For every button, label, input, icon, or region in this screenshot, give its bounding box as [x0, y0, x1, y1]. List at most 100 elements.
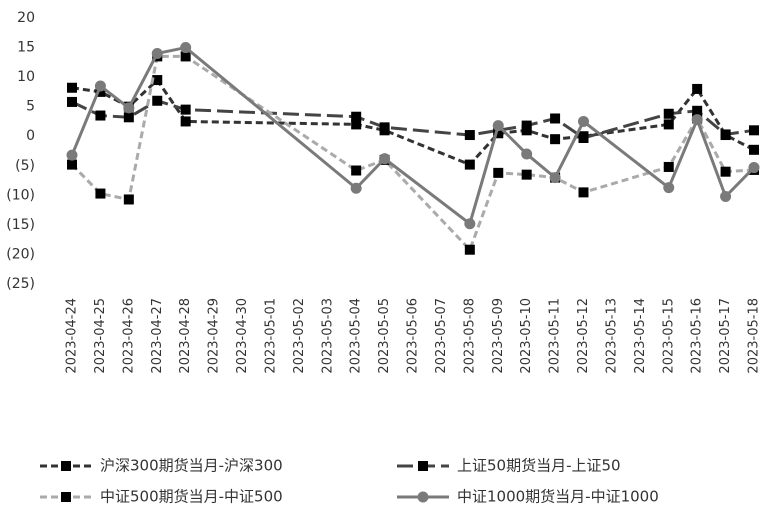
x-tick-label: 2023-04-30	[235, 298, 250, 374]
marker	[549, 172, 561, 184]
marker	[95, 86, 106, 97]
marker	[351, 165, 362, 176]
marker	[180, 116, 191, 127]
legend-marker	[61, 492, 71, 502]
marker	[663, 119, 674, 130]
y-tick-label: (10)	[6, 187, 35, 203]
x-tick-label: 2023-05-05	[377, 298, 392, 374]
legend-label: 沪深300期货当月-沪深300	[100, 457, 283, 475]
x-tick-label: 2023-05-02	[292, 298, 307, 374]
y-tick-label: 5	[26, 99, 35, 115]
marker	[550, 113, 561, 124]
x-tick-label: 2023-04-27	[150, 298, 165, 374]
marker	[67, 159, 77, 170]
marker	[67, 82, 77, 93]
marker	[749, 125, 759, 136]
line	[71, 99, 755, 140]
legend-marker	[418, 461, 428, 471]
marker	[180, 51, 191, 62]
x-tick-label: 2023-04-29	[207, 298, 222, 374]
marker	[521, 148, 533, 160]
line	[70, 45, 756, 227]
marker	[379, 122, 390, 133]
marker	[351, 119, 362, 130]
series	[67, 51, 759, 255]
marker	[692, 83, 703, 94]
marker	[350, 182, 362, 194]
legend-label: 中证500期货当月-中证500	[100, 488, 283, 506]
series	[66, 42, 760, 230]
y-tick-label: (20)	[6, 246, 35, 262]
marker	[492, 120, 504, 132]
series	[67, 95, 759, 143]
marker	[720, 129, 731, 140]
line	[70, 54, 755, 253]
marker	[663, 161, 674, 172]
marker	[578, 132, 589, 143]
x-tick-label: 2023-04-25	[93, 298, 108, 374]
marker	[94, 80, 106, 92]
marker	[663, 108, 674, 119]
x-tick-label: 2023-05-03	[320, 298, 335, 374]
marker	[493, 167, 504, 178]
x-tick-label: 2023-04-28	[178, 298, 193, 374]
y-tick-label: (25)	[6, 276, 35, 292]
marker	[95, 188, 106, 199]
marker	[749, 144, 759, 155]
marker	[692, 105, 703, 116]
y-tick-label: 20	[17, 10, 35, 26]
marker	[521, 169, 532, 180]
marker	[123, 194, 134, 205]
x-tick-label: 2023-05-10	[519, 298, 534, 374]
series	[67, 75, 759, 170]
marker	[152, 95, 163, 106]
x-tick-label: 2023-05-06	[406, 298, 421, 374]
legend-label: 中证1000期货当月-中证1000	[457, 488, 659, 506]
marker	[151, 47, 163, 59]
x-tick-label: 2023-04-24	[65, 298, 80, 374]
marker	[152, 75, 163, 86]
x-tick-label: 2023-05-14	[633, 298, 648, 374]
x-tick-label: 2023-05-15	[661, 298, 676, 374]
y-tick-label: (15)	[6, 217, 35, 233]
y-tick-label: (5)	[15, 158, 35, 174]
x-tick-label: 2023-05-18	[747, 298, 762, 374]
x-tick-label: 2023-05-07	[434, 298, 449, 374]
marker	[464, 218, 476, 230]
x-tick-label: 2023-05-16	[690, 298, 705, 374]
marker	[578, 115, 589, 127]
marker	[720, 191, 732, 203]
marker	[720, 166, 731, 177]
marker	[691, 114, 703, 126]
marker	[351, 111, 362, 122]
x-tick-label: 2023-05-04	[349, 298, 364, 374]
line	[71, 77, 755, 167]
marker	[180, 42, 192, 54]
x-tick-label: 2023-05-13	[604, 298, 619, 374]
marker	[464, 244, 475, 255]
x-tick-label: 2023-05-11	[548, 298, 563, 374]
y-tick-label: 15	[17, 40, 35, 56]
x-tick-label: 2023-05-09	[491, 298, 506, 374]
marker	[66, 149, 78, 161]
x-tick-label: 2023-05-17	[718, 298, 733, 374]
marker	[578, 187, 589, 198]
legend-marker	[61, 461, 71, 471]
legend-marker	[417, 491, 429, 503]
x-tick-label: 2023-05-12	[576, 298, 591, 374]
marker	[464, 159, 475, 170]
marker	[180, 104, 191, 115]
marker	[67, 96, 77, 107]
marker	[663, 182, 675, 194]
marker	[464, 130, 475, 141]
y-tick-label: 0	[26, 128, 35, 144]
y-tick-label: 10	[17, 69, 35, 85]
marker	[123, 102, 135, 114]
x-tick-label: 2023-05-01	[263, 298, 278, 374]
marker	[95, 110, 106, 121]
x-tick-label: 2023-04-26	[121, 298, 136, 374]
x-tick-label: 2023-05-08	[462, 298, 477, 374]
marker	[123, 112, 134, 123]
legend-label: 上证50期货当月-上证50	[457, 457, 621, 475]
